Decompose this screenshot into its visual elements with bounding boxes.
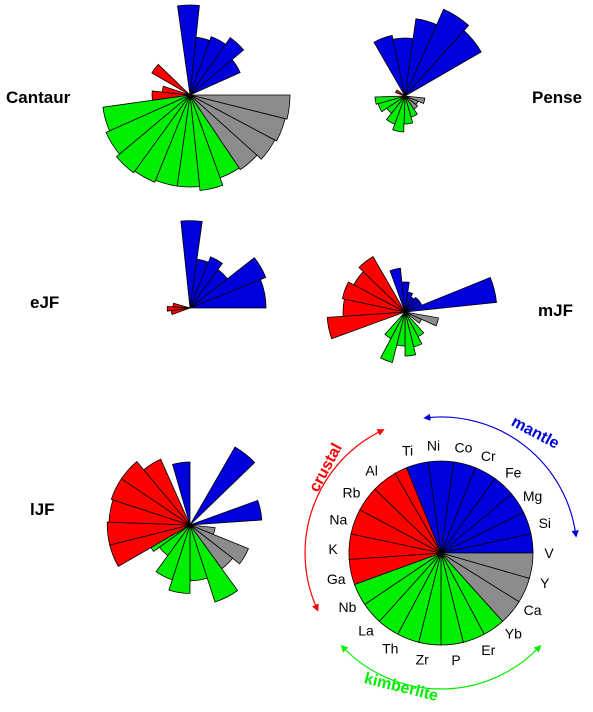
rose-sector (189, 59, 241, 96)
rose-sector (358, 256, 406, 313)
rose-sector (384, 311, 406, 340)
rose-sector (120, 461, 191, 526)
element-label-si: Si (539, 515, 551, 531)
rose-panel-mjf (326, 256, 497, 363)
rose-sector (341, 281, 406, 313)
rose-sector (401, 281, 410, 313)
rose-sector (380, 311, 406, 363)
element-label-nb: Nb (339, 599, 357, 615)
element-label-ca: Ca (524, 602, 542, 618)
rose-panel-ejf (166, 220, 267, 316)
rose-sector (189, 94, 224, 191)
rose-sector (189, 94, 276, 160)
rose-sector (143, 458, 191, 526)
element-label-fe: Fe (505, 465, 522, 481)
element-label-la: La (358, 623, 374, 639)
element-label-mg: Mg (523, 488, 542, 504)
group-label-crustal: crustal (306, 441, 346, 495)
rose-sector (404, 311, 417, 357)
rose-sector (189, 278, 267, 309)
rose-sector (389, 267, 406, 313)
rose-sector (115, 94, 191, 174)
rose-sector (189, 499, 263, 526)
element-label-al: Al (365, 462, 377, 478)
rose-sector (404, 8, 470, 97)
site-label-ljf: lJF (30, 500, 55, 519)
element-label-k: K (328, 541, 338, 557)
rose-sector (155, 524, 191, 581)
group-label-kimberlite: kimberlite (362, 670, 440, 705)
element-label-ni: Ni (427, 437, 440, 453)
rose-sector (106, 521, 191, 546)
rose-sector (326, 311, 406, 340)
site-labels: Cantaur Pense eJF mJF lJF (6, 88, 582, 519)
rose-sector (189, 94, 258, 171)
rose-sector (404, 30, 482, 97)
rose-sector (404, 311, 422, 324)
rose-sector (189, 257, 267, 309)
element-label-na: Na (329, 512, 347, 528)
element-label-ga: Ga (327, 571, 346, 587)
rose-sector (177, 4, 200, 96)
element-label-cr: Cr (481, 448, 496, 464)
site-label-ejf: eJF (30, 293, 59, 312)
rose-sector (189, 94, 286, 142)
rose-panels (102, 4, 497, 603)
rose-sector (395, 89, 406, 97)
rose-sector (189, 524, 249, 565)
rose-sector (180, 220, 203, 309)
rose-sector (189, 37, 245, 96)
rose-sector (189, 524, 239, 603)
element-label-th: Th (382, 640, 398, 656)
rose-sector (404, 276, 497, 313)
rose-sector (102, 94, 191, 132)
rose-sector (151, 63, 191, 96)
element-label-p: P (451, 652, 460, 668)
rose-sector (189, 256, 223, 309)
rose-sector (373, 34, 406, 97)
rose-sector (374, 95, 406, 105)
element-label-co: Co (455, 439, 473, 455)
group-arc-mantle (423, 413, 579, 538)
element-label-zr: Zr (416, 651, 430, 667)
rose-panel-ljf (106, 446, 263, 603)
rose-panel-cantaur (102, 4, 291, 191)
rose-sector (172, 302, 191, 309)
element-label-rb: Rb (343, 485, 361, 501)
element-label-y: Y (540, 575, 550, 591)
group-arc-kimberlite (340, 644, 542, 690)
element-label-er: Er (481, 642, 495, 658)
site-label-mjf: mJF (538, 301, 573, 320)
rose-sector (189, 446, 256, 526)
element-label-v: V (544, 545, 554, 561)
group-arc-crustal (304, 429, 385, 612)
element-label-yb: Yb (505, 625, 522, 641)
rose-sector (172, 461, 191, 526)
rose-sector (105, 94, 191, 155)
site-label-cantaur: Cantaur (6, 88, 71, 107)
rose-sector (151, 90, 191, 101)
element-label-ti: Ti (402, 442, 413, 458)
rose-sector (385, 95, 406, 125)
rose-panel-pense (373, 8, 482, 133)
rose-sector (161, 85, 191, 96)
group-label-mantle: mantle (508, 413, 562, 452)
site-label-pense: Pense (532, 88, 582, 107)
